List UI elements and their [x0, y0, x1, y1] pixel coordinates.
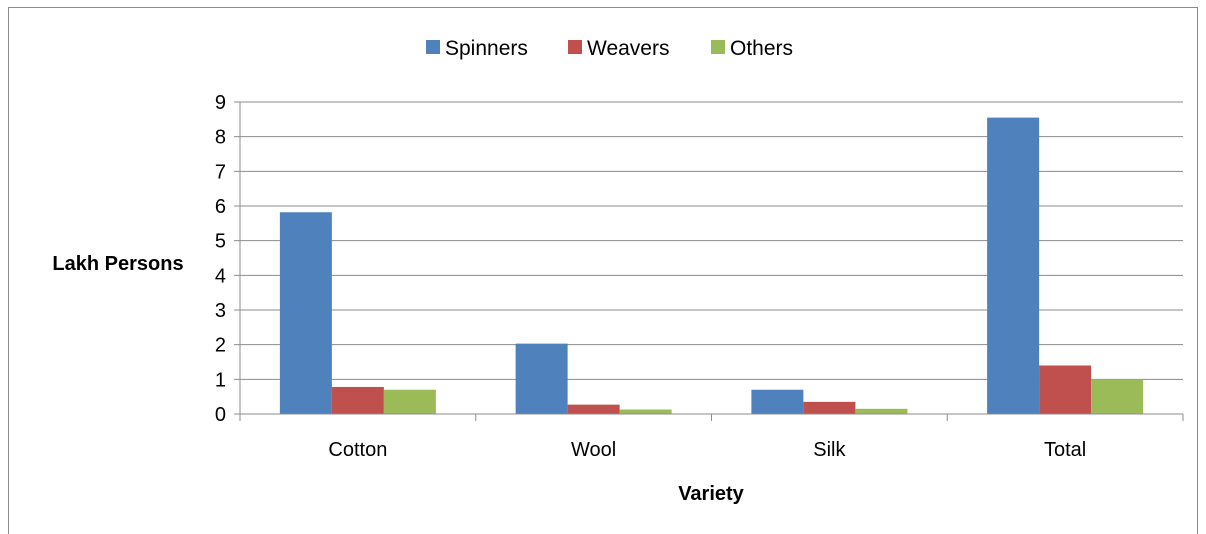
bar-spinners-total: [987, 117, 1040, 414]
bar-weavers-wool: [567, 404, 620, 414]
y-tick-label-4: 4: [215, 265, 226, 287]
bars: [279, 117, 1144, 414]
bar-spinners-cotton: [279, 212, 332, 414]
x-tick-label-wool: Wool: [571, 439, 616, 461]
legend-swatch-spinners: [426, 40, 440, 54]
y-tick-label-2: 2: [215, 335, 226, 357]
y-axis-title: Lakh Persons: [52, 253, 183, 275]
legend-label-others: Others: [730, 37, 793, 60]
bar-others-silk: [855, 408, 908, 414]
x-axis-tick-labels: Cotton Wool Silk Total: [328, 439, 1086, 461]
y-tick-label-0: 0: [215, 404, 226, 426]
y-tick-label-8: 8: [215, 127, 226, 149]
y-axis-tick-labels: 0 1 2 3 4 5 6 7 8 9: [215, 92, 226, 426]
x-axis-title: Variety: [678, 483, 744, 505]
legend-swatch-others: [711, 40, 725, 54]
bar-others-total: [1091, 379, 1144, 414]
y-tick-label-5: 5: [215, 231, 226, 253]
bar-weavers-cotton: [331, 386, 384, 414]
y-tick-label-9: 9: [215, 92, 226, 114]
bar-spinners-wool: [515, 343, 568, 414]
y-tick-label-7: 7: [215, 161, 226, 183]
bar-others-cotton: [383, 389, 436, 414]
bar-weavers-silk: [803, 401, 856, 414]
legend-swatch-weavers: [568, 40, 582, 54]
x-tick-label-total: Total: [1044, 439, 1086, 461]
legend-label-weavers: Weavers: [587, 37, 669, 60]
legend-label-spinners: Spinners: [445, 37, 528, 60]
x-tick-label-silk: Silk: [813, 439, 846, 461]
y-tick-label-6: 6: [215, 196, 226, 218]
y-tick-label-3: 3: [215, 300, 226, 322]
axes: [239, 102, 1184, 421]
bar-weavers-total: [1039, 365, 1092, 414]
bar-spinners-silk: [751, 389, 804, 414]
legend: Spinners Weavers Others: [426, 37, 793, 60]
y-tick-label-1: 1: [215, 369, 226, 391]
bar-others-wool: [619, 409, 672, 414]
x-tick-label-cotton: Cotton: [328, 439, 387, 461]
